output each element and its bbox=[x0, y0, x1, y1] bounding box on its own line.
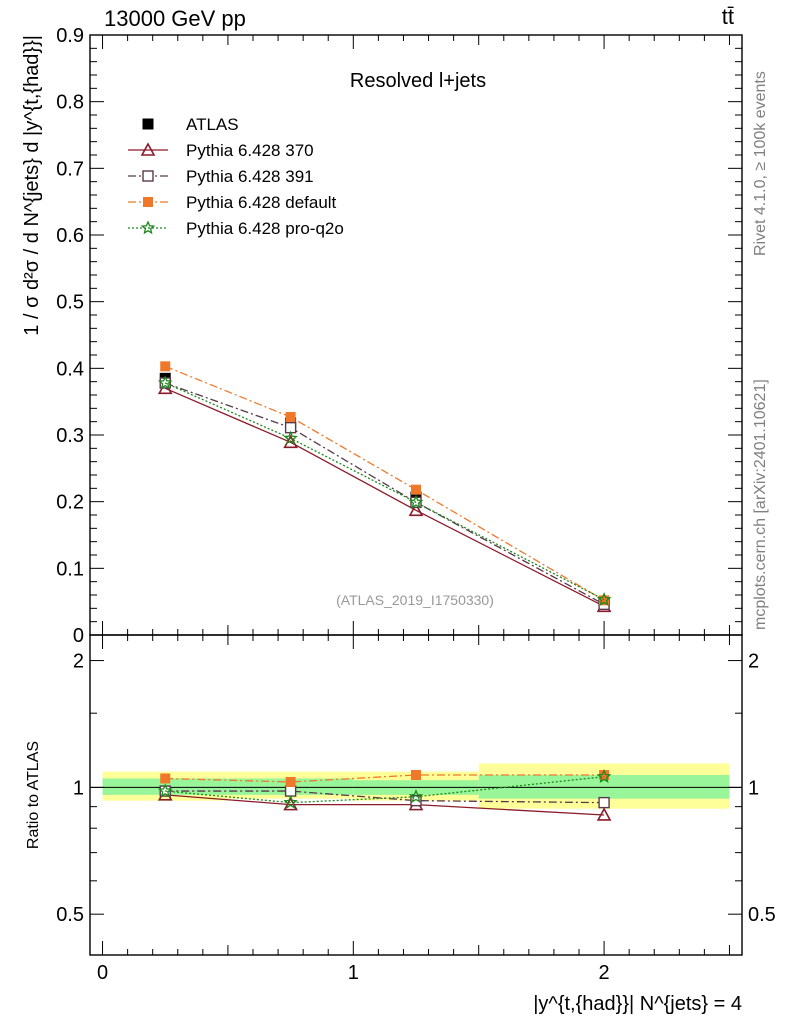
y-axis-label: 1 / σ d²σ / d N^{jets} d |y^{t,{had}}| bbox=[21, 35, 43, 336]
data-point bbox=[411, 484, 421, 495]
ratio-y-tick-label-right: 0.5 bbox=[748, 904, 776, 926]
x-tick-label: 1 bbox=[348, 962, 359, 984]
series-line bbox=[165, 382, 605, 605]
ratio-data-point bbox=[283, 794, 298, 809]
series-line bbox=[164, 382, 605, 601]
y-tick-label: 0.3 bbox=[56, 425, 84, 447]
ratio-y-tick-label-right: 2 bbox=[748, 651, 759, 673]
x-tick-label: 0 bbox=[97, 962, 108, 984]
ratio-series-line bbox=[165, 790, 605, 804]
ratio-data-point bbox=[599, 769, 610, 780]
plot-title: Resolved l+jets bbox=[350, 70, 486, 92]
y-tick-label: 0.1 bbox=[56, 558, 84, 580]
y-tick-label: 0.4 bbox=[56, 358, 84, 380]
y-tick-label: 0.7 bbox=[56, 158, 84, 180]
ratio-data-point bbox=[596, 769, 612, 784]
ratio-series-line bbox=[165, 776, 605, 804]
analysis-label: (ATLAS_2019_I1750330) bbox=[336, 592, 494, 608]
series-line bbox=[164, 387, 605, 607]
ratio-data-point bbox=[157, 783, 173, 798]
y-tick-label: 0.5 bbox=[56, 292, 84, 314]
data-point bbox=[596, 592, 612, 606]
y-tick-label: 0 bbox=[73, 625, 84, 647]
ratio-y-tick-label: 2 bbox=[73, 651, 84, 673]
legend-marker bbox=[140, 142, 156, 156]
data-point bbox=[408, 494, 424, 509]
legend-marker bbox=[140, 220, 156, 235]
y-tick-label: 0.9 bbox=[56, 25, 84, 47]
legend-label: Pythia 6.428 370 bbox=[186, 141, 314, 160]
ratio-data-point bbox=[408, 789, 424, 803]
data-point bbox=[599, 595, 610, 606]
series-line bbox=[164, 365, 605, 601]
ratio-data-point bbox=[284, 785, 297, 797]
y-tick-label: 0.8 bbox=[56, 92, 84, 114]
x-axis-label: |y^{t,{had}}| N^{jets} = 4 bbox=[533, 993, 742, 1015]
ratio-data-point bbox=[160, 773, 171, 784]
ratio-y-tick-label-right: 1 bbox=[748, 777, 759, 799]
legend-label: Pythia 6.428 default bbox=[186, 193, 337, 212]
data-point bbox=[160, 361, 171, 372]
data-point bbox=[285, 412, 296, 422]
legend-marker bbox=[142, 170, 154, 182]
ratio-y-axis-label: Ratio to ATLAS bbox=[25, 741, 42, 849]
ratio-data-point bbox=[410, 794, 422, 807]
ratio-y-tick-label: 1 bbox=[73, 777, 84, 799]
legend-marker bbox=[142, 118, 154, 130]
ratio-y-tick-label: 0.5 bbox=[56, 904, 84, 926]
ratio-series-line bbox=[165, 794, 605, 816]
legend-marker bbox=[143, 197, 153, 207]
ratio-band-green bbox=[478, 774, 730, 799]
y-tick-label: 0.2 bbox=[56, 492, 84, 514]
legend-label: Pythia 6.428 391 bbox=[186, 167, 314, 186]
ratio-plot-frame bbox=[89, 634, 743, 956]
data-point bbox=[157, 375, 173, 390]
energy-label: 13000 GeV pp bbox=[104, 6, 246, 31]
legend-label: Pythia 6.428 pro-q2o bbox=[186, 219, 344, 238]
x-tick-label: 2 bbox=[599, 962, 610, 984]
data-point bbox=[283, 430, 298, 445]
data-point bbox=[408, 502, 424, 517]
y-tick-label: 0.6 bbox=[56, 225, 84, 247]
ratio-data-point bbox=[285, 776, 296, 787]
process-label: tt̄ bbox=[721, 4, 734, 29]
ratio-data-point bbox=[411, 769, 421, 780]
ratio-series-line bbox=[165, 774, 605, 783]
ratio-data-point bbox=[598, 796, 610, 809]
legend-label: ATLAS bbox=[186, 115, 239, 134]
ratio-data-point bbox=[596, 807, 612, 821]
